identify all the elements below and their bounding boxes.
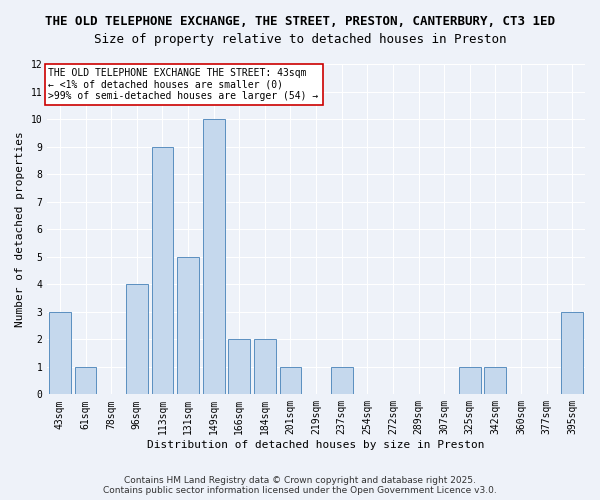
Bar xyxy=(126,284,148,395)
Bar xyxy=(229,340,250,394)
Bar xyxy=(254,340,276,394)
Bar xyxy=(203,119,224,394)
Y-axis label: Number of detached properties: Number of detached properties xyxy=(15,132,25,327)
Bar xyxy=(280,367,301,394)
X-axis label: Distribution of detached houses by size in Preston: Distribution of detached houses by size … xyxy=(148,440,485,450)
Text: THE OLD TELEPHONE EXCHANGE, THE STREET, PRESTON, CANTERBURY, CT3 1ED: THE OLD TELEPHONE EXCHANGE, THE STREET, … xyxy=(45,15,555,28)
Bar xyxy=(484,367,506,394)
Bar xyxy=(459,367,481,394)
Bar xyxy=(74,367,97,394)
Bar xyxy=(331,367,353,394)
Bar xyxy=(152,146,173,394)
Bar xyxy=(562,312,583,394)
Text: THE OLD TELEPHONE EXCHANGE THE STREET: 43sqm
← <1% of detached houses are smalle: THE OLD TELEPHONE EXCHANGE THE STREET: 4… xyxy=(49,68,319,102)
Text: Size of property relative to detached houses in Preston: Size of property relative to detached ho… xyxy=(94,32,506,46)
Bar xyxy=(49,312,71,394)
Bar xyxy=(177,256,199,394)
Text: Contains HM Land Registry data © Crown copyright and database right 2025.
Contai: Contains HM Land Registry data © Crown c… xyxy=(103,476,497,495)
